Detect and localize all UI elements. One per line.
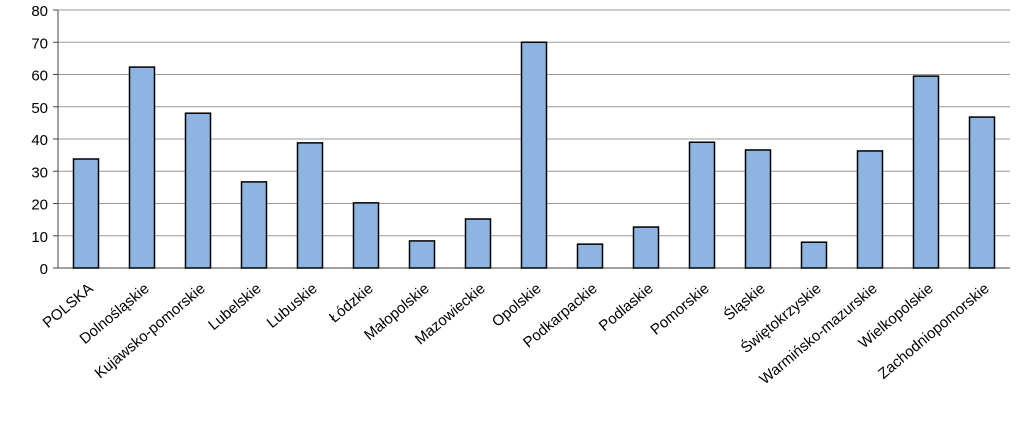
y-tick-label: 60 [31,68,48,85]
bar [744,149,772,269]
y-tick-label: 80 [31,3,48,20]
y-tick-label: 20 [31,197,48,214]
x-tick-label: Zachodniopomorskie [875,280,993,383]
bar [576,243,604,269]
bar [352,202,380,269]
bar [688,141,716,269]
bar [912,75,940,269]
y-tick-label: 10 [31,229,48,246]
bar [184,112,212,269]
x-tick-label: Łódzkie [326,280,377,326]
x-tick-label: Pomorskie [647,280,712,339]
y-tick-label: 50 [31,100,48,117]
bar [128,66,156,269]
bar [296,142,324,269]
bar [968,116,996,269]
x-tick-label: Lubuskie [264,280,321,332]
x-tick-label: Opolskie [489,280,545,331]
bar [240,181,268,269]
bar [856,150,884,269]
y-tick-label: 0 [40,261,48,278]
x-tick-label: Lubelskie [205,280,264,334]
bar [800,241,828,269]
bar [72,158,100,269]
bar [408,240,436,269]
x-tick-label: Śląskie [720,279,769,324]
bar [632,226,660,269]
bar [464,218,492,269]
bar [520,41,548,269]
x-tick-label: Kujawsko-pomorskie [92,280,209,382]
y-tick-label: 30 [31,164,48,181]
y-tick-label: 40 [31,132,48,149]
y-tick-label: 70 [31,35,48,52]
